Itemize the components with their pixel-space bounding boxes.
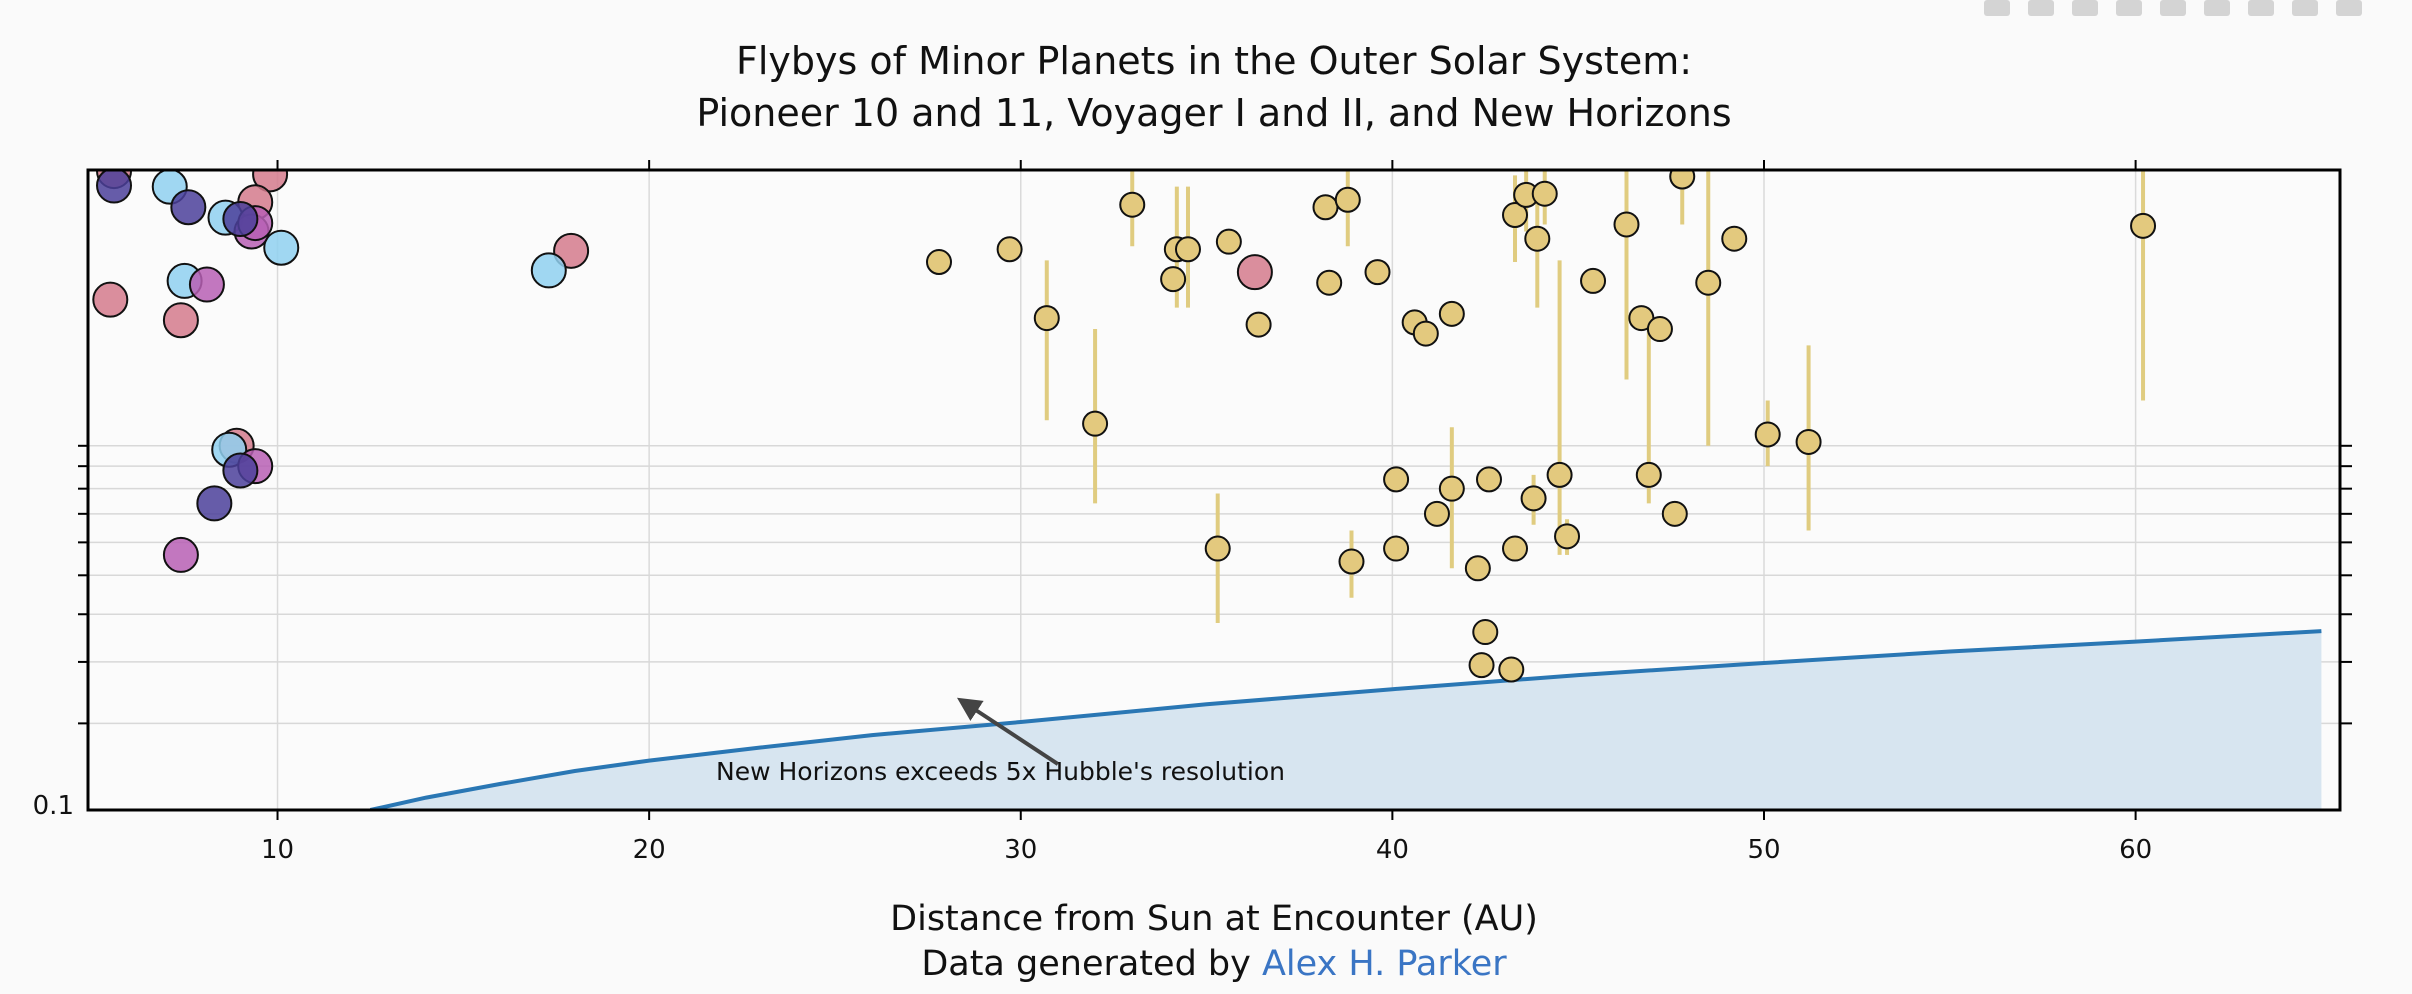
data-point [1524, 225, 1551, 252]
data-credit: Data generated by Alex H. Parker [921, 944, 1507, 984]
data-point [1245, 311, 1272, 338]
data-point [1204, 535, 1231, 562]
x-axis-label: Distance from Sun at Encounter (AU) [890, 899, 1538, 939]
data-point [1721, 225, 1748, 252]
data-point [1498, 656, 1525, 683]
annotation-arrow [956, 697, 1060, 766]
data-point [1033, 305, 1060, 332]
annotation: New Horizons exceeds 5x Hubble's resolut… [716, 697, 1285, 786]
resolution-region [369, 629, 2322, 810]
resolution-curve-line [369, 629, 2322, 810]
data-point [1580, 267, 1607, 294]
data-point [926, 249, 953, 276]
data-point [1464, 555, 1491, 582]
x-tick-label: 30 [1004, 835, 1037, 865]
data-point [996, 236, 1023, 263]
data-point [196, 485, 233, 522]
zoom-in-icon[interactable] [2204, 0, 2230, 16]
data-point [1661, 500, 1688, 527]
data-points [92, 170, 2157, 683]
x-tick-label: 10 [261, 835, 294, 865]
data-point [1338, 548, 1365, 575]
data-point [1316, 269, 1343, 296]
credit-author-link[interactable]: Alex H. Parker [1262, 944, 1507, 984]
data-point [1160, 266, 1187, 293]
data-point [1472, 619, 1499, 646]
data-point [1438, 300, 1465, 327]
data-point [162, 536, 199, 573]
data-point [1174, 236, 1201, 263]
data-point [1554, 523, 1581, 550]
x-tick-label: 50 [1747, 835, 1780, 865]
data-point [1613, 211, 1640, 238]
credit-prefix: Data generated by [921, 944, 1262, 984]
data-point [1383, 466, 1410, 493]
data-point [263, 229, 300, 266]
data-point [530, 252, 567, 289]
data-point [1468, 652, 1495, 679]
x-tick-label: 20 [633, 835, 666, 865]
data-point [1646, 316, 1673, 343]
data-point [1215, 228, 1242, 255]
data-point [1754, 421, 1781, 448]
data-point [1531, 180, 1558, 207]
axis-ticks: 10 20 30 40 50 60 0.1 [33, 160, 2352, 865]
pan-icon[interactable] [2072, 0, 2098, 16]
data-point [1334, 186, 1361, 213]
data-point [1475, 466, 1502, 493]
camera-icon[interactable] [1984, 0, 2010, 16]
data-point [1502, 202, 1529, 229]
data-point [1695, 269, 1722, 296]
data-point [1438, 475, 1465, 502]
plot-frame [86, 168, 2342, 812]
y-tick-label: 0.1 [33, 791, 74, 821]
annotation-text: New Horizons exceeds 5x Hubble's resolut… [716, 757, 1285, 786]
data-point [1236, 254, 1273, 291]
data-point [1412, 320, 1439, 347]
data-point [2130, 212, 2157, 239]
data-point [92, 281, 129, 318]
data-point [222, 452, 259, 489]
lasso-icon[interactable] [2160, 0, 2186, 16]
chart-title-line-2: Pioneer 10 and 11, Voyager I and II, and… [696, 91, 1731, 135]
data-point [1312, 194, 1339, 221]
chart-modebar [1984, 0, 2362, 20]
zoom-out-icon[interactable] [2248, 0, 2274, 16]
autoscale-icon[interactable] [2292, 0, 2318, 16]
data-point [1669, 170, 1696, 190]
data-point [222, 201, 259, 238]
home-icon[interactable] [2336, 0, 2362, 16]
resolution-fill-area [370, 631, 2322, 810]
x-tick-label: 40 [1376, 835, 1409, 865]
x-tick-label: 60 [2119, 835, 2152, 865]
data-point [1082, 410, 1109, 437]
data-point [162, 302, 199, 339]
chart-title-line-1: Flybys of Minor Planets in the Outer Sol… [736, 39, 1692, 83]
data-point [1795, 428, 1822, 455]
data-point [188, 266, 225, 303]
data-point [1119, 191, 1146, 218]
data-point [1520, 485, 1547, 512]
data-point [1383, 535, 1410, 562]
data-point [1635, 461, 1662, 488]
data-point [1364, 259, 1391, 286]
data-point [96, 170, 133, 204]
data-point [1546, 461, 1573, 488]
box-select-icon[interactable] [2116, 0, 2142, 16]
data-point [170, 189, 207, 226]
zoom-icon[interactable] [2028, 0, 2054, 16]
data-point [1502, 535, 1529, 562]
data-point [1423, 500, 1450, 527]
